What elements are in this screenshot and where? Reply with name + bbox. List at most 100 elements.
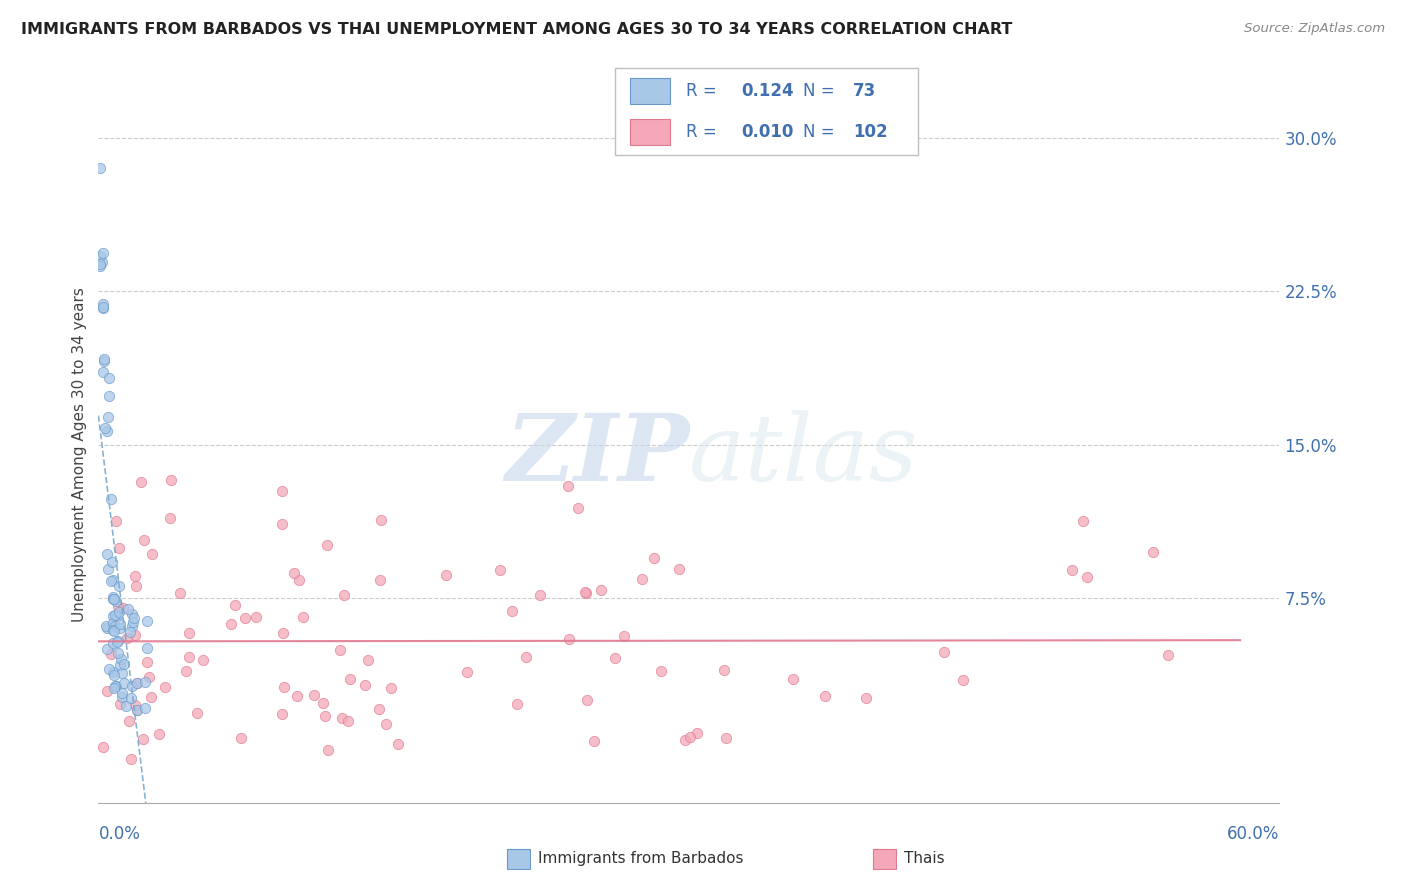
Point <box>90 255 112 269</box>
Point <box>329 643 352 657</box>
Point <box>96 621 118 635</box>
Point <box>104 680 127 694</box>
Text: R =: R = <box>686 123 721 141</box>
Point <box>567 500 589 515</box>
Point <box>575 586 598 600</box>
Point <box>104 608 127 623</box>
Point <box>125 579 148 593</box>
Point <box>101 592 124 607</box>
Point <box>96 684 118 698</box>
Point <box>94 619 117 633</box>
Point <box>235 611 257 625</box>
Point <box>332 588 354 602</box>
Point <box>1060 563 1083 577</box>
Point <box>557 632 579 646</box>
Point <box>134 675 156 690</box>
Point <box>506 697 529 711</box>
Text: IMMIGRANTS FROM BARBADOS VS THAI UNEMPLOYMENT AMONG AGES 30 TO 34 YEARS CORRELAT: IMMIGRANTS FROM BARBADOS VS THAI UNEMPLO… <box>21 22 1012 37</box>
Point <box>103 668 125 682</box>
Point <box>643 551 665 566</box>
Point <box>125 703 148 717</box>
Point <box>97 562 120 576</box>
Point <box>141 547 163 561</box>
Point <box>375 717 398 731</box>
Point <box>245 609 267 624</box>
Point <box>782 672 804 686</box>
Point <box>101 574 124 588</box>
Point <box>285 689 308 703</box>
Point <box>111 690 134 705</box>
Point <box>456 665 478 679</box>
Point <box>934 645 956 659</box>
Point <box>91 739 114 754</box>
Point <box>125 703 148 717</box>
Point <box>96 424 118 438</box>
Point <box>112 657 135 671</box>
Point <box>814 690 837 704</box>
Point <box>89 249 111 263</box>
Point <box>96 547 118 561</box>
Point <box>89 257 111 271</box>
Point <box>271 706 294 721</box>
Point <box>174 665 197 679</box>
Point <box>110 697 132 711</box>
Point <box>273 680 295 694</box>
Point <box>101 615 124 630</box>
Point <box>124 628 146 642</box>
Point <box>112 675 135 690</box>
Point <box>121 615 143 629</box>
Point <box>501 604 523 618</box>
Point <box>127 676 149 690</box>
Point <box>160 473 183 487</box>
Point <box>387 737 409 751</box>
Point <box>124 698 146 712</box>
Point <box>1076 569 1098 583</box>
Point <box>98 371 121 385</box>
Point <box>271 516 294 531</box>
Point <box>96 410 118 425</box>
Point <box>100 555 122 569</box>
Point <box>515 650 537 665</box>
Text: 60.0%: 60.0% <box>1227 825 1279 843</box>
Point <box>574 585 596 599</box>
Point <box>110 651 132 665</box>
Point <box>114 699 136 714</box>
Point <box>96 642 118 657</box>
Point <box>103 636 125 650</box>
Text: N =: N = <box>803 82 841 100</box>
Point <box>177 626 200 640</box>
Point <box>105 609 128 624</box>
Point <box>107 599 129 613</box>
Point <box>1157 648 1180 663</box>
Point <box>105 635 128 649</box>
Point <box>314 709 336 723</box>
Point <box>94 421 117 435</box>
Point <box>591 583 613 598</box>
Point <box>368 573 391 587</box>
Point <box>679 730 702 744</box>
Point <box>107 633 129 648</box>
FancyBboxPatch shape <box>614 68 918 155</box>
Point <box>557 478 579 492</box>
Point <box>1142 545 1164 559</box>
Point <box>370 513 392 527</box>
Point <box>93 246 115 260</box>
Point <box>650 665 672 679</box>
Point <box>714 731 737 746</box>
Point <box>134 701 156 715</box>
Point <box>100 492 122 507</box>
Point <box>111 686 134 700</box>
Point <box>148 727 170 741</box>
Text: N =: N = <box>803 123 841 141</box>
Point <box>121 679 143 693</box>
Point <box>103 681 125 695</box>
Point <box>101 665 124 679</box>
Point <box>529 588 551 602</box>
Text: 0.010: 0.010 <box>741 123 794 141</box>
Point <box>135 615 157 629</box>
Point <box>354 678 377 692</box>
Point <box>127 675 149 690</box>
Point <box>104 593 127 607</box>
Bar <box>630 119 671 145</box>
Point <box>330 711 353 725</box>
